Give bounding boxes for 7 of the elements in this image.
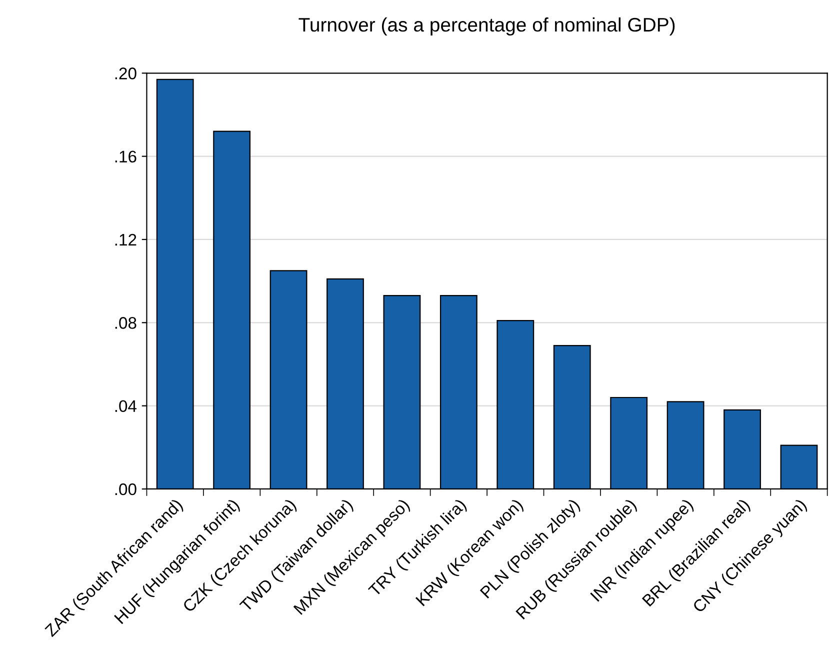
y-tick-label: .20 <box>115 68 136 80</box>
y-tick-label: .00 <box>115 483 136 496</box>
y-tick-label: .04 <box>115 400 137 412</box>
y-tick-label: .08 <box>115 317 136 329</box>
chart-title: Turnover (as a percentage of nominal GDP) <box>298 17 675 36</box>
y-tick-label: .12 <box>115 234 136 246</box>
y-tick-label: .16 <box>115 150 136 163</box>
